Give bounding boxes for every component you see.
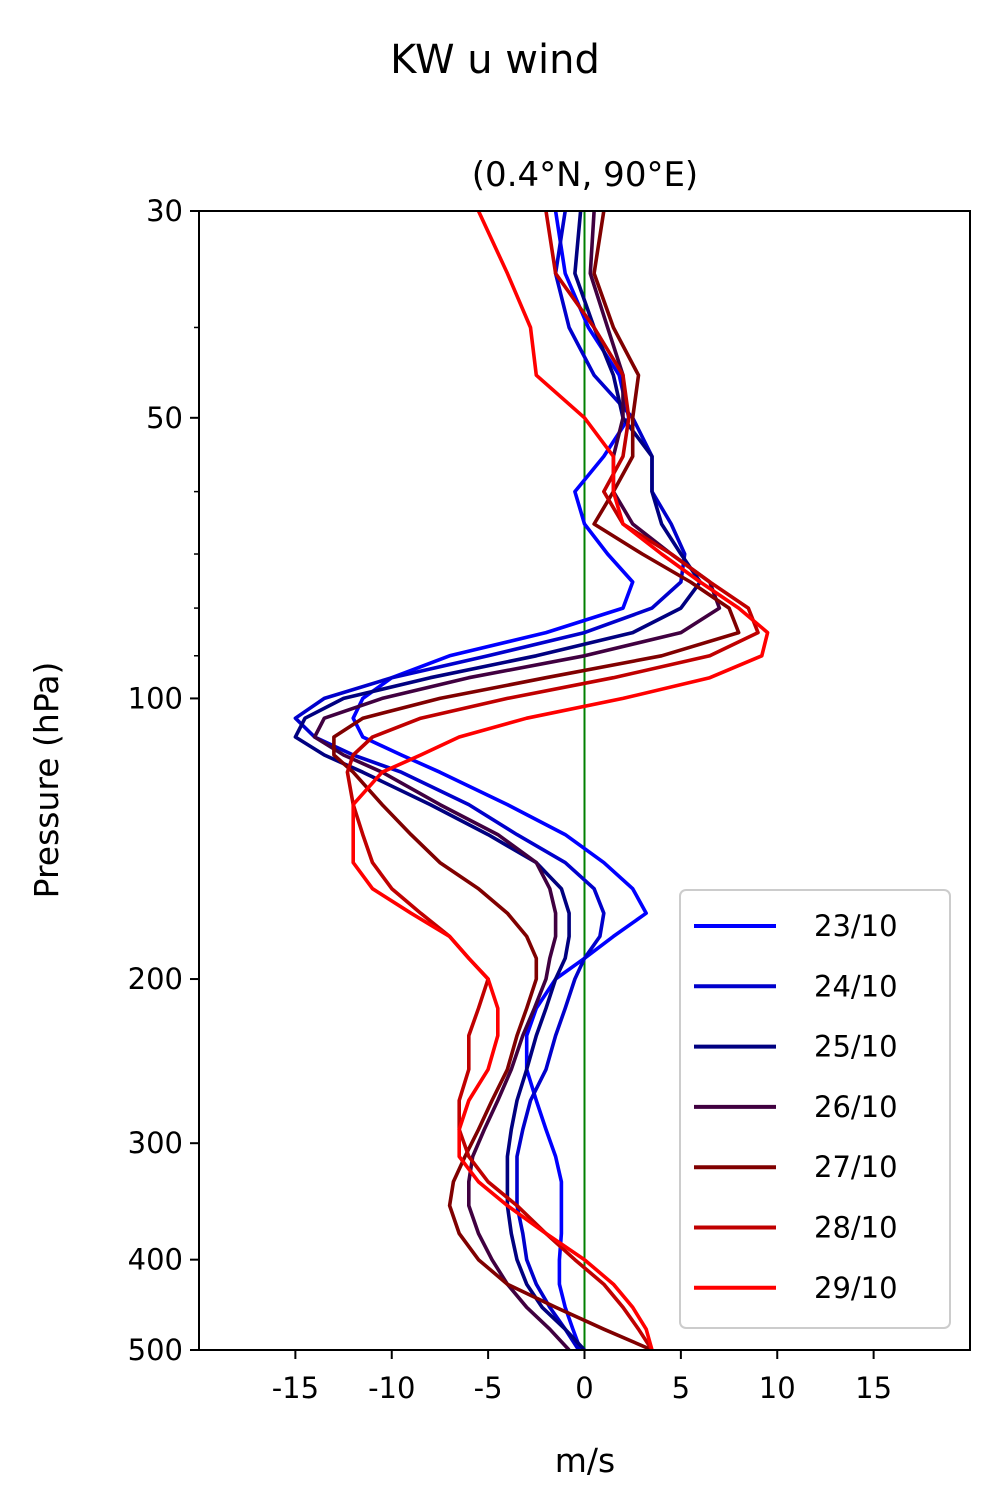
- x-tick-label: -15: [272, 1371, 319, 1405]
- y-tick-label: 30: [146, 194, 183, 228]
- y-tick-label: 50: [146, 401, 183, 435]
- legend: 23/10 24/10 25/10 26/10 27/10 28/10 29/10: [679, 889, 951, 1329]
- y-tick-label: 400: [128, 1243, 183, 1277]
- y-tick-label: 100: [128, 681, 183, 715]
- series-line-23-10: [351, 211, 649, 1350]
- series-line-29-10: [351, 211, 770, 1350]
- y-tick-label: 300: [128, 1126, 183, 1160]
- x-tick-label: -5: [474, 1371, 503, 1405]
- x-tick-label: 10: [759, 1371, 796, 1405]
- y-tick-label: 200: [128, 962, 183, 996]
- legend-label: 28/10: [814, 1211, 898, 1245]
- series-lines: [293, 211, 770, 1350]
- series-line-24-10: [293, 211, 687, 1350]
- legend-label: 24/10: [814, 969, 898, 1003]
- legend-label: 29/10: [814, 1271, 898, 1305]
- x-tick-label: -10: [368, 1371, 415, 1405]
- series-line-27-10: [332, 211, 741, 1350]
- x-axis-ticks: -15 -10 -5 0 5 10 15: [272, 1350, 892, 1405]
- legend-label: 23/10: [814, 909, 898, 943]
- legend-label: 25/10: [814, 1030, 898, 1064]
- x-axis-label: m/s: [555, 1441, 615, 1480]
- series-line-26-10: [312, 211, 722, 1350]
- series-line-25-10: [293, 211, 703, 1350]
- x-tick-label: 5: [672, 1371, 690, 1405]
- y-axis-ticks: 30 50 100 200 300 400 500: [128, 194, 199, 1367]
- legend-label: 27/10: [814, 1150, 898, 1184]
- chart-subtitle: (0.4°N, 90°E): [472, 155, 698, 195]
- x-tick-label: 0: [575, 1371, 593, 1405]
- y-axis-label: Pressure (hPa): [27, 662, 66, 899]
- series-line-28-10: [345, 211, 760, 1350]
- legend-label: 26/10: [814, 1090, 898, 1124]
- x-tick-label: 15: [855, 1371, 892, 1405]
- legend-box: [679, 889, 951, 1329]
- chart-title: KW u wind: [390, 37, 600, 83]
- y-tick-label: 500: [128, 1333, 183, 1367]
